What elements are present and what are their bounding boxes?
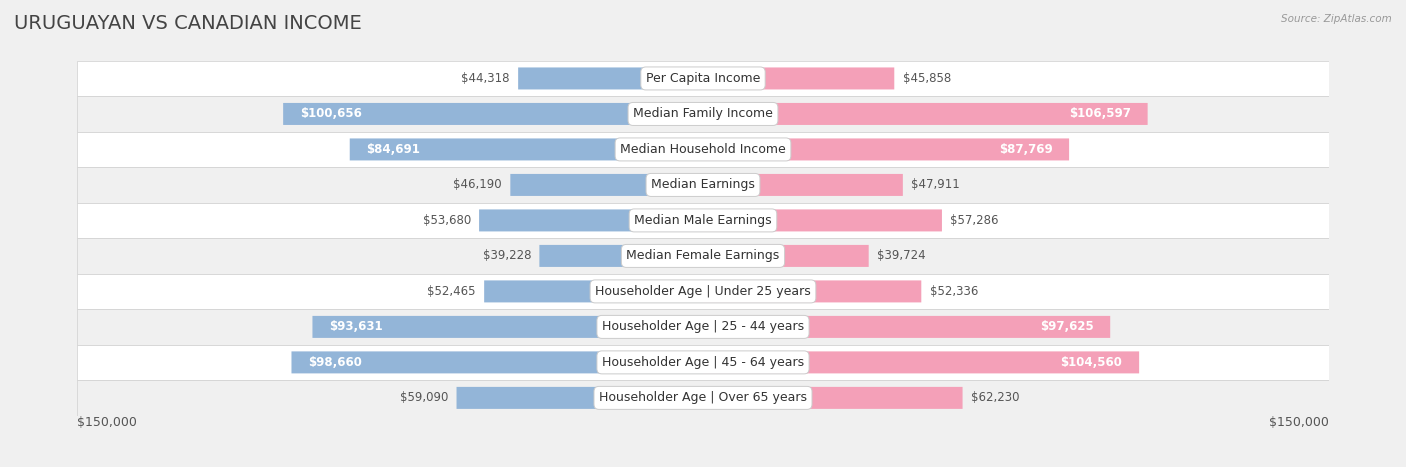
Bar [77,345,1329,380]
FancyBboxPatch shape [703,387,963,409]
Text: $44,318: $44,318 [461,72,510,85]
Bar [77,61,1329,96]
Text: Per Capita Income: Per Capita Income [645,72,761,85]
FancyBboxPatch shape [519,67,703,90]
Text: Householder Age | Under 25 years: Householder Age | Under 25 years [595,285,811,298]
Text: $52,336: $52,336 [929,285,979,298]
Text: $59,090: $59,090 [399,391,449,404]
Text: $93,631: $93,631 [329,320,382,333]
Bar [77,309,1329,345]
FancyBboxPatch shape [703,174,903,196]
FancyBboxPatch shape [703,351,1139,374]
Text: Householder Age | 45 - 64 years: Householder Age | 45 - 64 years [602,356,804,369]
Bar [77,274,1329,309]
Legend: Uruguayan, Canadian: Uruguayan, Canadian [605,465,801,467]
Text: $87,769: $87,769 [998,143,1053,156]
Text: $39,228: $39,228 [482,249,531,262]
Text: $84,691: $84,691 [367,143,420,156]
Text: Median Family Income: Median Family Income [633,107,773,120]
FancyBboxPatch shape [291,351,703,374]
FancyBboxPatch shape [510,174,703,196]
FancyBboxPatch shape [283,103,703,125]
Bar [77,96,1329,132]
FancyBboxPatch shape [703,103,1147,125]
FancyBboxPatch shape [703,316,1111,338]
Text: $52,465: $52,465 [427,285,475,298]
FancyBboxPatch shape [703,280,921,303]
Text: $46,190: $46,190 [453,178,502,191]
Text: $97,625: $97,625 [1040,320,1094,333]
Text: $62,230: $62,230 [972,391,1019,404]
FancyBboxPatch shape [350,138,703,161]
Text: $150,000: $150,000 [77,417,138,429]
Text: Median Household Income: Median Household Income [620,143,786,156]
Text: $45,858: $45,858 [903,72,950,85]
Bar [77,238,1329,274]
Text: $98,660: $98,660 [308,356,361,369]
Bar [77,132,1329,167]
Text: $150,000: $150,000 [1268,417,1329,429]
FancyBboxPatch shape [457,387,703,409]
Text: $106,597: $106,597 [1069,107,1130,120]
Text: $53,680: $53,680 [422,214,471,227]
Text: Median Female Earnings: Median Female Earnings [627,249,779,262]
FancyBboxPatch shape [484,280,703,303]
Bar [77,380,1329,416]
Text: Householder Age | Over 65 years: Householder Age | Over 65 years [599,391,807,404]
FancyBboxPatch shape [703,67,894,90]
Text: Source: ZipAtlas.com: Source: ZipAtlas.com [1281,14,1392,24]
Bar [77,167,1329,203]
Text: $57,286: $57,286 [950,214,998,227]
Text: $100,656: $100,656 [299,107,361,120]
Text: $104,560: $104,560 [1060,356,1122,369]
FancyBboxPatch shape [540,245,703,267]
Text: Median Earnings: Median Earnings [651,178,755,191]
FancyBboxPatch shape [703,209,942,232]
FancyBboxPatch shape [703,245,869,267]
Text: URUGUAYAN VS CANADIAN INCOME: URUGUAYAN VS CANADIAN INCOME [14,14,361,33]
FancyBboxPatch shape [479,209,703,232]
Text: Householder Age | 25 - 44 years: Householder Age | 25 - 44 years [602,320,804,333]
Text: $39,724: $39,724 [877,249,925,262]
FancyBboxPatch shape [703,138,1069,161]
Text: Median Male Earnings: Median Male Earnings [634,214,772,227]
FancyBboxPatch shape [312,316,703,338]
Text: $47,911: $47,911 [911,178,960,191]
Bar [77,203,1329,238]
